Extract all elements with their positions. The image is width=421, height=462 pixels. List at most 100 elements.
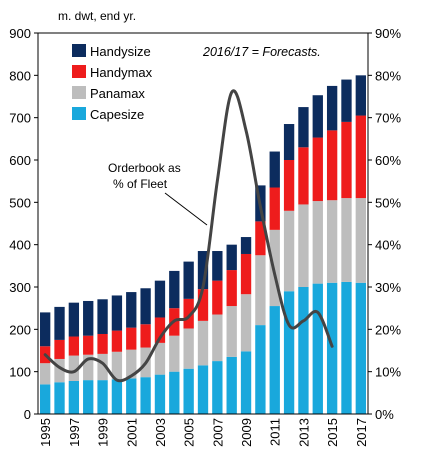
bar-panamax-1999: [97, 353, 108, 381]
left-tick-label: 600: [9, 153, 31, 168]
bar-panamax-2014: [312, 201, 323, 284]
plot-frame: [37, 32, 369, 415]
y-axis-title: m. dwt, end yr.: [58, 9, 136, 23]
left-tick-label: 0: [24, 407, 31, 422]
bar-handysize-2016: [341, 79, 352, 122]
bar-capesize-2005: [183, 368, 194, 414]
bar-panamax-2010: [255, 255, 266, 326]
bar-panamax-1997: [68, 355, 80, 381]
x-tick-label-2013: 2013: [296, 418, 311, 447]
annotation-line-1: Orderbook as: [108, 161, 181, 175]
x-tick-label-2001: 2001: [124, 418, 139, 447]
bar-handysize-1996: [54, 306, 65, 340]
bar-capesize-2008: [226, 356, 237, 414]
bar-capesize-1999: [97, 380, 108, 414]
bar-panamax-2013: [298, 204, 309, 287]
bar-handysize-2005: [183, 261, 194, 299]
x-tick-label-1997: 1997: [67, 418, 82, 447]
bar-panamax-2009: [240, 294, 252, 352]
bar-handysize-2002: [140, 288, 151, 325]
left-axis-ticks: 0 100 200 300 400 500 600 700 800 900: [9, 26, 38, 422]
bar-handysize-1995: [40, 312, 51, 347]
bar-handymax-2017: [355, 115, 366, 199]
bar-panamax-2006: [197, 320, 209, 366]
bar-handysize-2001: [126, 292, 137, 328]
bar-handysize-1997: [68, 302, 80, 337]
bar-handysize-1998: [83, 300, 94, 336]
right-axis-ticks: 0% 10% 20% 30% 40% 50% 60% 70% 80% 90%: [368, 26, 401, 422]
legend-swatch-capesize: [72, 107, 86, 120]
x-tick-label-2017: 2017: [354, 418, 369, 447]
bar-capesize-2015: [326, 282, 338, 414]
left-tick-label: 700: [9, 111, 31, 126]
bar-handysize-2015: [326, 85, 338, 131]
annotation-arrow: [164, 192, 208, 226]
bar-panamax-2005: [183, 328, 194, 369]
forecast-note: 2016/17 = Forecasts.: [202, 45, 321, 59]
right-tick-label: 60%: [375, 153, 401, 168]
bar-panamax-1995: [40, 363, 51, 385]
bar-handymax-2002: [140, 324, 151, 348]
right-tick-label: 20%: [375, 322, 401, 337]
right-tick-label: 40%: [375, 238, 401, 253]
legend-label-capesize: Capesize: [90, 107, 144, 122]
bar-handymax-2007: [212, 280, 223, 315]
left-tick-label: 300: [9, 280, 31, 295]
bar-handysize-2000: [111, 295, 123, 331]
bar-capesize-2003: [154, 374, 166, 414]
left-tick-label: 900: [9, 26, 31, 41]
legend-swatch-handysize: [72, 44, 86, 57]
orderbook-line: [43, 89, 334, 383]
bar-capesize-2017: [355, 282, 366, 414]
bar-panamax-2017: [355, 198, 366, 283]
left-tick-label: 500: [9, 195, 31, 210]
bar-panamax-2000: [111, 351, 123, 380]
bar-handymax-1997: [68, 336, 80, 356]
bar-handymax-2016: [341, 121, 352, 199]
left-tick-label: 100: [9, 365, 31, 380]
left-tick-label: 800: [9, 68, 31, 83]
bar-capesize-1995: [40, 384, 51, 414]
legend: Handysize Handymax Panamax Capesize: [65, 38, 187, 128]
x-tick-label-2003: 2003: [153, 418, 168, 447]
legend-label-handysize: Handysize: [90, 44, 151, 59]
bar-capesize-2011: [269, 306, 280, 414]
bar-handymax-2008: [226, 270, 237, 307]
bar-capesize-2004: [169, 371, 180, 414]
bar-handysize-2014: [312, 95, 323, 138]
bar-handysize-2004: [169, 270, 180, 309]
legend-label-panamax: Panamax: [90, 86, 145, 101]
bar-panamax-2003: [154, 342, 166, 375]
bar-handysize-2013: [298, 107, 309, 148]
stacked-bars: [40, 75, 366, 414]
bar-handysize-2007: [212, 251, 223, 281]
x-tick-label-2011: 2011: [268, 418, 283, 446]
x-tick-label-2005: 2005: [182, 418, 197, 447]
legend-swatch-panamax: [72, 86, 86, 99]
bar-capesize-2006: [197, 365, 209, 414]
right-tick-label: 30%: [375, 280, 401, 295]
x-axis-ticks: 1995 1997 1999 2001 2003 2005 2007 2009 2011 2013…: [38, 418, 369, 447]
x-tick-label-2015: 2015: [325, 418, 340, 447]
bar-handysize-2009: [240, 237, 252, 254]
bar-capesize-2016: [341, 281, 352, 414]
bar-handymax-2014: [312, 137, 323, 202]
bar-capesize-2002: [140, 377, 151, 414]
bar-capesize-2000: [111, 379, 123, 414]
x-tick-label-2009: 2009: [239, 418, 254, 447]
bar-handysize-2011: [269, 151, 280, 188]
bar-capesize-2001: [126, 378, 137, 414]
bar-handymax-2005: [183, 298, 194, 329]
bar-handysize-2008: [226, 244, 237, 271]
bar-handymax-2001: [126, 327, 137, 350]
bar-capesize-2014: [312, 283, 323, 414]
bar-handymax-1996: [54, 339, 65, 359]
bar-handymax-2006: [197, 289, 209, 321]
bar-handymax-1999: [97, 333, 108, 354]
right-tick-label: 90%: [375, 26, 401, 41]
right-tick-label: 10%: [375, 365, 401, 380]
bar-panamax-2007: [212, 314, 223, 362]
bar-handymax-2010: [255, 221, 266, 256]
bar-handymax-2012: [283, 160, 295, 211]
